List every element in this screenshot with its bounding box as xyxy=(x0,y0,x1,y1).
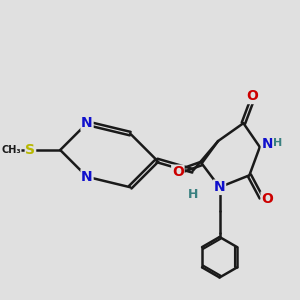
Text: N: N xyxy=(261,137,273,151)
Text: O: O xyxy=(246,89,258,103)
Text: N: N xyxy=(81,116,93,130)
Text: O: O xyxy=(172,165,184,179)
Text: S: S xyxy=(26,143,35,157)
Text: H: H xyxy=(188,188,198,201)
Text: O: O xyxy=(261,192,273,206)
Text: CH₃: CH₃ xyxy=(1,145,21,155)
Text: H: H xyxy=(273,138,282,148)
Text: N: N xyxy=(81,170,93,184)
Text: N: N xyxy=(214,180,225,194)
